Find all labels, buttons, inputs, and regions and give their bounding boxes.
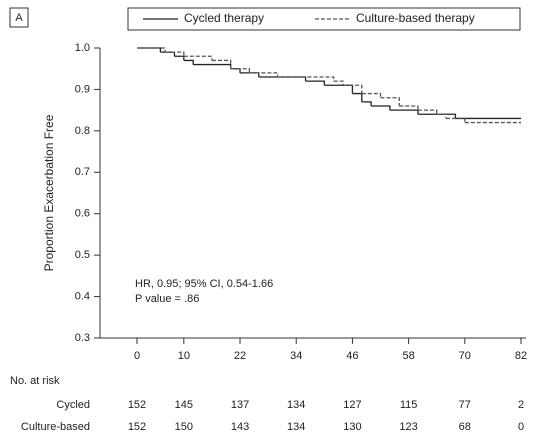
risk-value: 134 [287,399,305,411]
step-segment [333,80,344,86]
step-segment [165,51,185,57]
step-segment [211,59,232,69]
step-segment [305,80,325,86]
step-segment [417,113,457,119]
x-tick-label: 58 [402,350,414,362]
risk-value: 134 [287,421,305,433]
step-segment [352,92,363,102]
risk-value: 0 [518,421,524,433]
y-tick-label: 1.0 [75,42,90,54]
step-segment [380,97,400,106]
risk-value: 77 [459,399,471,411]
step-segment [361,101,372,106]
step-segment [389,109,419,115]
annotation: P value = .86 [135,293,199,305]
step-segment [371,105,391,111]
x-tick-label: 70 [459,350,471,362]
risk-row-label: Culture-based [21,421,90,433]
annotation: HR, 0.95; 95% CI, 0.54-1.66 [135,278,273,290]
step-segment [183,59,194,65]
panel-box [9,7,29,28]
risk-value: 137 [231,399,249,411]
step-segment [174,55,185,61]
y-tick-label: 0.6 [75,208,90,220]
risk-value: 143 [231,421,249,433]
x-tick-label: 22 [234,350,246,362]
y-axis-label: Proportion Exacerbation Free [42,114,56,271]
legend-label: Cycled therapy [184,11,264,25]
y-tick-label: 0.8 [75,125,90,137]
risk-value: 130 [343,421,361,433]
step-segment [343,84,363,94]
step-segment [193,63,232,69]
step-segment [183,55,213,61]
step-segment [249,72,279,77]
y-tick-label: 0.9 [75,83,90,95]
step-segment [324,84,354,94]
y-tick-label: 0.4 [75,290,90,302]
step-segment [258,76,307,82]
x-tick-label: 46 [346,350,358,362]
risk-title: No. at risk [10,375,60,387]
step-segment [230,68,251,73]
x-tick-label: 34 [290,350,302,362]
step-segment [361,92,382,98]
risk-value: 2 [518,399,524,411]
step-segment [277,76,335,82]
risk-row-label: Cycled [56,399,90,411]
step-segment [137,47,166,53]
x-tick-label: 82 [515,350,527,362]
risk-value: 152 [128,399,146,411]
x-tick-label: 10 [178,350,190,362]
legend-box [127,7,521,31]
risk-value: 115 [400,399,418,411]
x-tick-label: 0 [134,350,140,362]
risk-value: 68 [459,421,471,433]
step-segment [446,117,466,123]
y-tick-label: 0.7 [75,166,90,178]
step-segment [399,105,419,111]
y-tick-label: 0.5 [75,249,90,261]
risk-value: 123 [399,421,417,433]
step-segment [436,113,447,119]
panel-label: A [15,12,23,24]
risk-value: 150 [175,421,193,433]
step-segment [417,109,438,115]
y-tick-label: 0.3 [75,332,90,344]
legend-label: Culture-based therapy [356,11,475,25]
risk-value: 145 [175,399,193,411]
risk-value: 127 [343,399,361,411]
risk-value: 152 [128,421,146,433]
